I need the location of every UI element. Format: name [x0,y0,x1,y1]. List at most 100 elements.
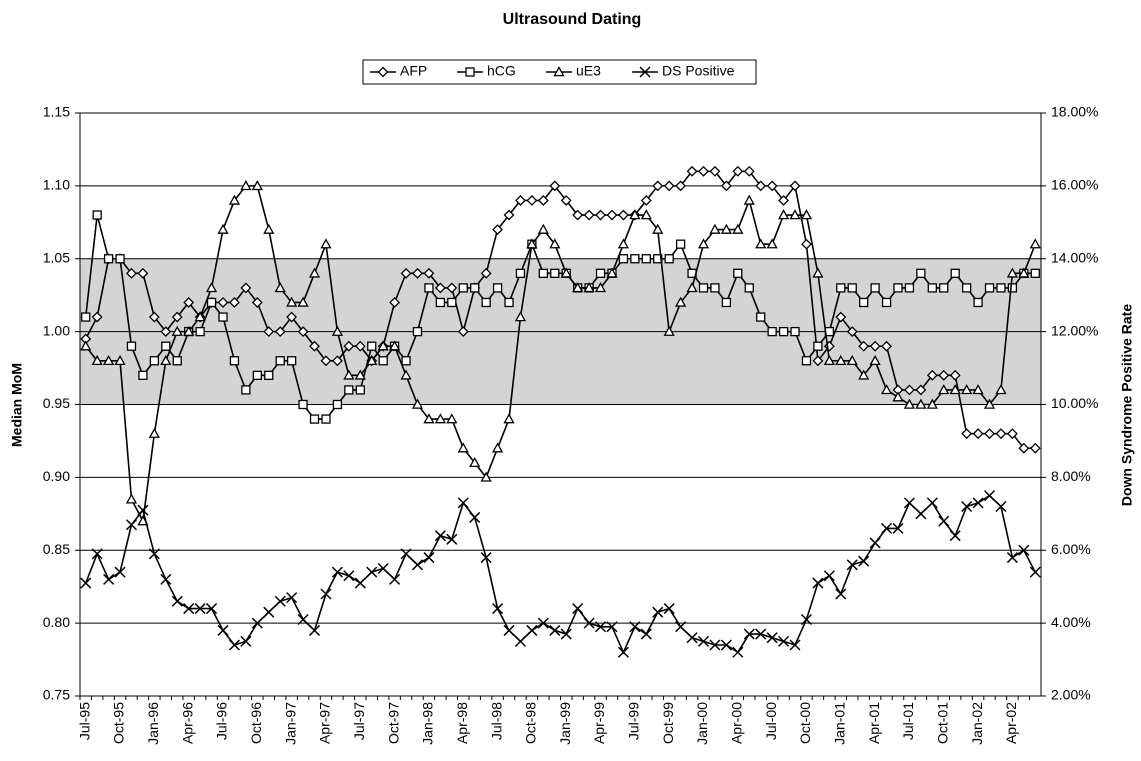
x-tick-label: Jul-98 [488,702,504,740]
marker-triangle [400,369,412,380]
marker-x [755,628,767,640]
marker-x [389,573,401,585]
marker-x [514,635,526,647]
marker-diamond [1018,442,1030,454]
marker-diamond [904,384,915,396]
marker-x [709,639,721,651]
marker-triangle [286,296,298,307]
marker-triangle [675,296,687,307]
y2-tick-label: 14.00% [1051,249,1098,265]
marker-triangle [377,340,389,351]
marker-triangle [594,282,607,293]
y2-tick-label: 16.00% [1051,177,1098,193]
marker-triangle [903,398,916,409]
marker-diamond [537,195,549,206]
marker-square [309,414,320,424]
marker-x [354,577,366,589]
marker-diamond [434,282,446,294]
marker-square [950,268,960,278]
marker-square [103,254,114,264]
marker-x [949,530,961,542]
marker-square [1030,268,1040,278]
marker-x [80,577,92,589]
marker-diamond [412,267,423,279]
y2-tick-label: 2.00% [1051,687,1091,703]
marker-square [504,297,514,308]
marker-triangle [983,398,996,409]
marker-diamond [137,267,149,279]
marker-square [481,297,491,308]
marker-square [321,414,331,424]
marker-x [549,624,561,636]
marker-square [893,283,903,293]
marker-x [572,603,584,615]
x-tick-label: Oct-99 [660,702,676,744]
marker-triangle [972,384,984,395]
marker-square [115,254,125,264]
marker-x [206,603,218,615]
marker-square [344,385,354,395]
marker-x [103,573,115,585]
marker-square [618,254,629,264]
marker-square [81,312,91,322]
marker-x [789,639,801,651]
marker-triangle [389,340,401,351]
marker-diamond [343,340,355,352]
legend-label: uE3 [576,63,601,79]
marker-diamond [984,428,995,440]
y2-tick-label: 10.00% [1051,395,1098,411]
marker-x [972,497,984,509]
x-tick-label: Apr-01 [866,702,882,744]
marker-x [617,646,629,658]
y-tick-label: 0.80 [43,614,70,630]
marker-square [550,268,560,278]
marker-square [836,283,846,293]
marker-diamond [148,311,160,323]
marker-square [961,283,972,293]
y2-tick-label: 18.00% [1051,104,1098,120]
marker-square [492,283,503,293]
marker-triangle [880,384,893,395]
marker-diamond [251,297,263,308]
marker-x [320,588,332,600]
marker-triangle [652,223,664,234]
y-tick-label: 1.05 [43,249,70,265]
marker-triangle [240,180,252,191]
marker-x [377,562,389,574]
marker-square [801,356,812,366]
marker-square [447,297,457,308]
marker-square [973,297,983,308]
marker-x [1018,544,1030,556]
marker-x [457,497,469,509]
x-tick-label: Jan-96 [145,702,161,745]
marker-x [503,624,515,636]
marker-x [411,559,424,571]
marker-diamond [572,209,584,221]
marker-square [630,254,640,264]
legend-label: AFP [400,63,427,79]
y-tick-label: 0.85 [43,541,70,557]
marker-diamond [778,195,790,206]
marker-triangle [800,209,813,220]
marker-diamond [423,267,435,279]
marker-triangle [995,384,1007,395]
marker-triangle [434,413,446,424]
marker-square [126,341,137,351]
marker-x [720,639,732,651]
marker-triangle [938,384,950,395]
marker-triangle [91,354,103,366]
marker-x [961,500,973,513]
marker-triangle [915,398,927,409]
marker-triangle [411,398,424,409]
marker-x [629,621,641,633]
marker-triangle [926,398,938,409]
y2-axis-label: Down Syndrome Positive Rate [1119,304,1135,506]
marker-x [297,613,309,626]
marker-square [996,283,1006,293]
marker-x [160,573,172,585]
x-tick-label: Apr-99 [591,702,607,744]
marker-x [91,548,103,560]
marker-diamond [835,311,847,323]
marker-triangle [835,354,847,366]
x-tick-label: Jul-00 [763,702,779,740]
